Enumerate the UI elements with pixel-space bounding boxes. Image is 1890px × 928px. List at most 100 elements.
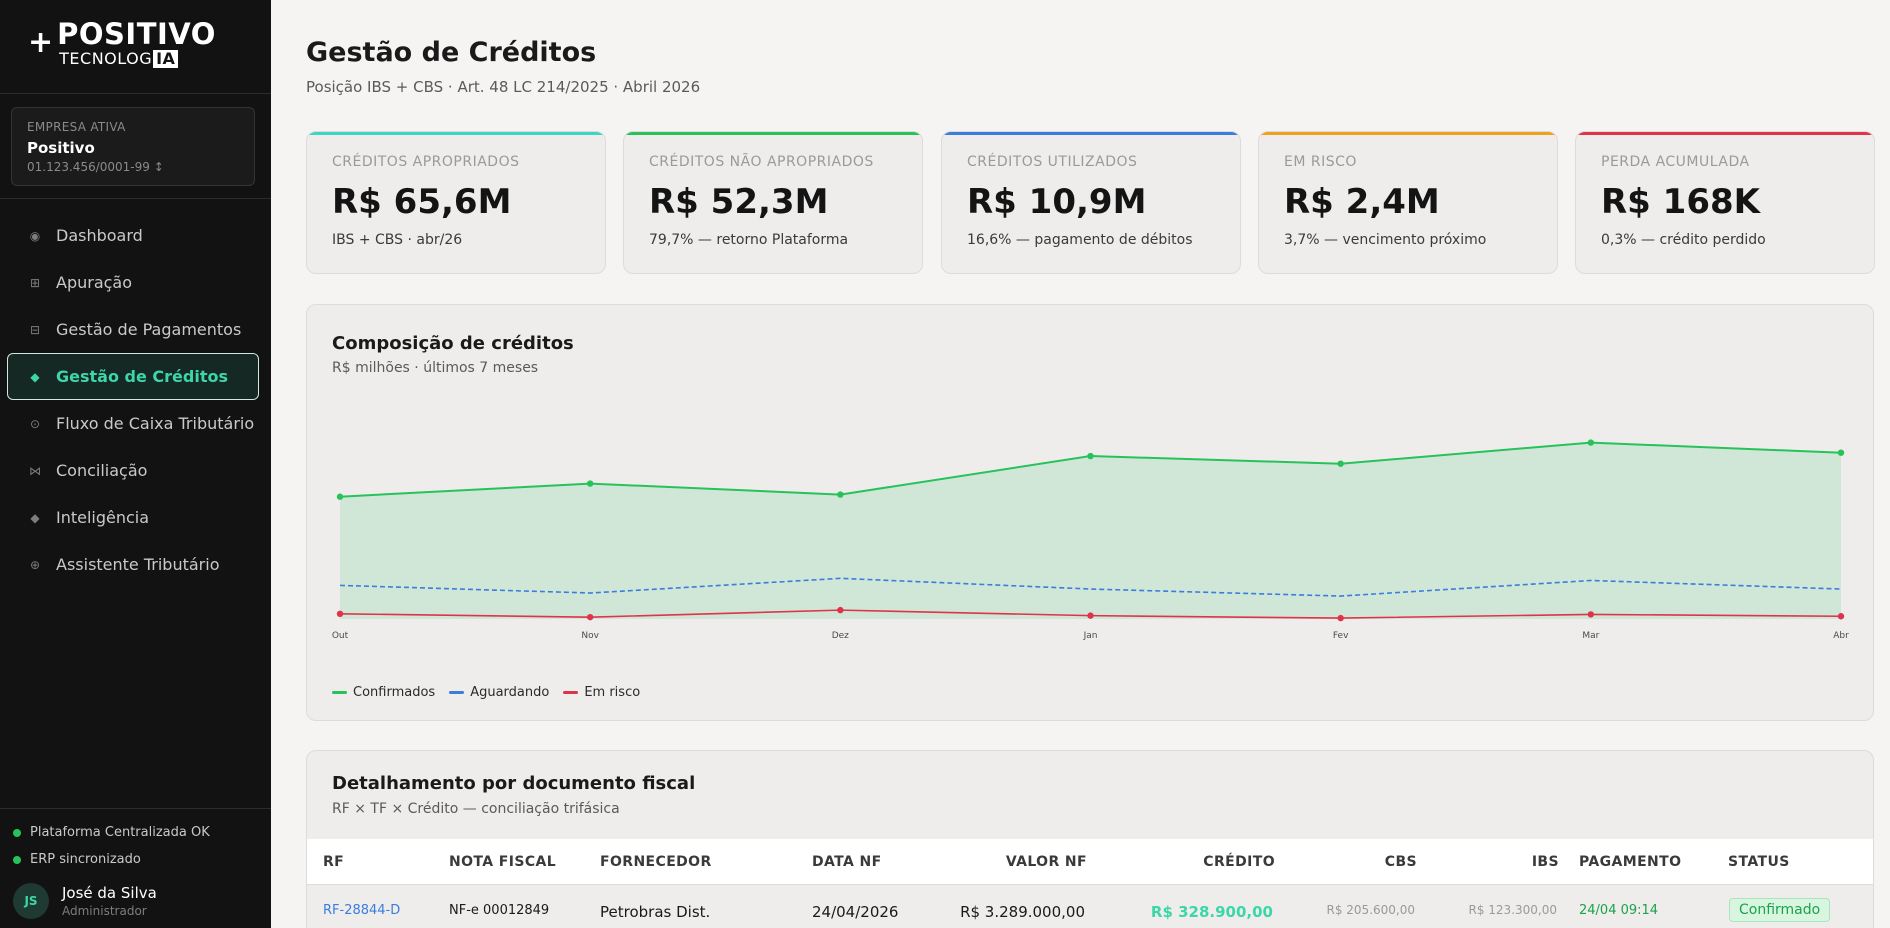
x-tick-label: Fev	[1333, 631, 1349, 641]
x-tick-label: Jan	[1083, 631, 1098, 641]
diamond-icon: ◆	[30, 369, 40, 384]
data-point	[1337, 460, 1344, 467]
details-subtitle: RF × TF × Crédito — conciliação trifásic…	[332, 801, 620, 817]
sidebar-item-label: Assistente Tributário	[56, 555, 220, 574]
sidebar-item-apuracao[interactable]: ⊞ Apuração	[7, 259, 259, 306]
kpi-note: IBS + CBS · abr/26	[332, 232, 463, 248]
kpi-card-em-risco: EM RISCO R$ 2,4M 3,7% — vencimento próxi…	[1258, 131, 1558, 274]
sidebar-item-label: Apuração	[56, 273, 133, 292]
data-point	[586, 480, 594, 487]
divider	[0, 198, 271, 199]
kpi-note: 16,6% — pagamento de débitos	[967, 232, 1193, 248]
sidebar-item-conciliacao[interactable]: ⋈ Conciliação	[7, 447, 259, 494]
kpi-label: CRÉDITOS APROPRIADOS	[332, 154, 520, 170]
kpi-note: 0,3% — crédito perdido	[1601, 232, 1766, 248]
kpi-label: CRÉDITOS NÃO APROPRIADOS	[649, 154, 874, 170]
column-header-nota-fiscal[interactable]: NOTA FISCAL	[449, 854, 557, 870]
pagamento-cell: 24/04 09:14	[1579, 903, 1659, 918]
column-header-valor-nf[interactable]: VALOR NF	[1005, 854, 1087, 870]
divider	[0, 808, 271, 809]
column-header-credito[interactable]: CRÉDITO	[1203, 854, 1275, 870]
sidebar-item-label: Gestão de Créditos	[56, 367, 228, 386]
column-header-ibs[interactable]: IBS	[1531, 854, 1559, 870]
user-role: Administrador	[62, 904, 147, 918]
composition-subtitle: R$ milhões · últimos 7 meses	[332, 360, 539, 376]
series-area-confirmados	[340, 442, 1841, 619]
credito-cell: R$ 328.900,00	[1150, 903, 1273, 921]
kpi-card-nao-apropriados: CRÉDITOS NÃO APROPRIADOS R$ 52,3M 79,7% …	[623, 131, 923, 274]
data-point	[1587, 611, 1595, 618]
column-header-data-nf[interactable]: DATA NF	[812, 854, 882, 870]
kpi-card-utilizados: CRÉDITOS UTILIZADOS R$ 10,9M 16,6% — pag…	[941, 131, 1241, 274]
bowtie-icon: ⋈	[29, 463, 41, 478]
column-header-pagamento[interactable]: PAGAMENTO	[1579, 854, 1682, 870]
data-point	[1087, 452, 1094, 460]
brand-name: POSITIVO	[57, 17, 216, 51]
kpi-label: PERDA ACUMULADA	[1601, 154, 1750, 170]
sidebar-item-label: Dashboard	[56, 226, 143, 245]
valor-nf-cell: R$ 3.289.000,00	[960, 903, 1085, 921]
page-subtitle: Posição IBS + CBS · Art. 48 LC 214/2025 …	[306, 78, 701, 96]
brand-sub: TECNOLOG IA	[59, 50, 216, 68]
legend-swatch	[332, 691, 347, 694]
sidebar-item-fluxo-caixa[interactable]: ⊙ Fluxo de Caixa Tributário	[7, 400, 259, 447]
chart-legend: Confirmados Aguardando Em risco	[332, 685, 654, 700]
series-line-aguardando	[339, 577, 1842, 597]
kpi-note: 3,7% — vencimento próximo	[1284, 232, 1487, 248]
x-tick-label: Mar	[1582, 631, 1599, 641]
details-title: Detalhamento por documento fiscal	[332, 773, 696, 794]
layout-icon: ⊟	[29, 322, 41, 337]
column-header-cbs[interactable]: CBS	[1384, 854, 1417, 870]
target-icon: ⊙	[29, 416, 41, 431]
legend-swatch	[563, 691, 579, 694]
sidebar-item-gestao-creditos[interactable]: ◆ Gestão de Créditos	[7, 353, 259, 400]
x-tick-label: Dez	[832, 631, 849, 641]
column-header-fornecedor[interactable]: FORNECEDOR	[600, 854, 712, 870]
company-selector[interactable]: EMPRESA ATIVA Positivo 01.123.456/0001-9…	[11, 107, 255, 186]
globe-icon: ⊕	[29, 557, 41, 572]
details-card: Detalhamento por documento fiscal RF × T…	[306, 750, 1874, 928]
kpi-value: R$ 65,6M	[332, 182, 512, 222]
sidebar-item-gestao-pagamentos[interactable]: ⊟ Gestão de Pagamentos	[7, 306, 259, 353]
kpi-value: R$ 2,4M	[1284, 182, 1440, 222]
avatar: JS	[13, 883, 49, 919]
sidebar-item-inteligencia[interactable]: ◆ Inteligência	[7, 494, 259, 541]
status-badge: Confirmado	[1729, 898, 1831, 922]
divider	[0, 93, 271, 94]
legend-item-aguardando: Aguardando	[449, 685, 549, 700]
kpi-value: R$ 52,3M	[649, 182, 829, 222]
data-point	[336, 493, 344, 500]
brand-sub-badge: IA	[153, 50, 179, 68]
sidebar-item-dashboard[interactable]: ◉ Dashboard	[7, 212, 259, 259]
rf-link[interactable]: RF-28844-D	[323, 903, 401, 918]
data-nf-cell: 24/04/2026	[812, 903, 899, 921]
sidebar-item-label: Conciliação	[56, 461, 148, 480]
composition-title: Composição de créditos	[332, 333, 574, 354]
legend-item-confirmados: Confirmados	[332, 685, 435, 700]
data-point	[1087, 612, 1094, 619]
table-header: RF NOTA FISCAL FORNECEDOR DATA NF VALOR …	[307, 839, 1873, 885]
company-doc: 01.123.456/0001-99 ↕	[27, 160, 164, 174]
diamond-small-icon: ◆	[30, 510, 40, 525]
data-point	[1837, 449, 1845, 456]
page-title: Gestão de Créditos	[306, 37, 597, 68]
sidebar-item-assistente[interactable]: ⊕ Assistente Tributário	[7, 541, 259, 588]
platform-status: Plataforma Centralizada OK	[13, 825, 210, 840]
data-point	[837, 491, 844, 498]
status-dot-icon	[13, 855, 21, 864]
composition-chart: Out Nov Dez Jan Fev Mar Abr	[332, 439, 1849, 641]
brand-logo[interactable]: + POSITIVO TECNOLOG IA	[28, 18, 216, 68]
column-header-status[interactable]: STATUS	[1728, 854, 1790, 870]
user-profile[interactable]: JS José da Silva Administrador	[13, 883, 157, 919]
sidebar-nav: ◉ Dashboard ⊞ Apuração ⊟ Gestão de Pagam…	[7, 212, 259, 588]
kpi-value: R$ 168K	[1601, 182, 1760, 222]
kpi-label: EM RISCO	[1284, 154, 1357, 170]
data-point	[1837, 613, 1845, 620]
kpi-card-perda: PERDA ACUMULADA R$ 168K 0,3% — crédito p…	[1575, 131, 1875, 274]
x-tick-label: Nov	[581, 631, 599, 641]
composition-card: Composição de créditos R$ milhões · últi…	[306, 304, 1874, 721]
circle-icon: ◉	[29, 228, 41, 243]
sidebar-item-label: Fluxo de Caixa Tributário	[56, 414, 255, 433]
column-header-rf[interactable]: RF	[323, 854, 345, 870]
legend-label: Confirmados	[353, 685, 436, 700]
